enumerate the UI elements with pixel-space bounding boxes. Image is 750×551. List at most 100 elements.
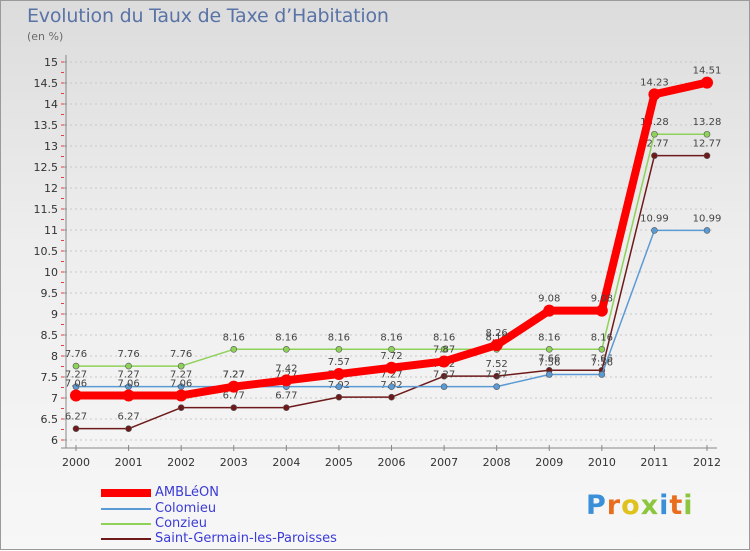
- data-point: [280, 374, 293, 387]
- legend-swatch-colomieu: [101, 508, 151, 510]
- data-point: [227, 380, 240, 393]
- data-label: 12.77: [640, 139, 669, 150]
- data-label: 8.16: [486, 332, 508, 343]
- data-point: [125, 362, 132, 370]
- data-label: 7.76: [65, 349, 87, 360]
- data-label: 7.06: [117, 378, 139, 389]
- data-point: [493, 372, 500, 380]
- data-label: 9.08: [538, 294, 560, 305]
- data-label: 10.99: [693, 213, 722, 224]
- legend-item-colomieu: Colomieu: [101, 501, 421, 517]
- data-point: [438, 355, 451, 368]
- data-point: [332, 368, 345, 381]
- legend-item-ambleon: AMBLéON: [101, 485, 421, 501]
- data-point: [651, 130, 658, 138]
- data-label: 7.27: [65, 370, 87, 381]
- x-tick-label: 2005: [325, 456, 353, 469]
- data-label: 10.99: [640, 213, 669, 224]
- data-label: 7.06: [170, 378, 192, 389]
- proxiti-logo: Proxiti: [586, 490, 694, 521]
- data-label: 7.76: [170, 349, 192, 360]
- x-tick-label: 2001: [115, 456, 143, 469]
- data-point: [388, 393, 395, 401]
- data-label: 7.27: [223, 370, 245, 381]
- y-tick-label: 11.5: [34, 203, 59, 216]
- data-point: [283, 404, 290, 411]
- data-label: 8.16: [223, 332, 245, 343]
- data-label: 7.57: [328, 357, 350, 368]
- chart-title: Evolution du Taux de Taxe d’Habitation: [27, 5, 389, 27]
- legend-item-conzieu: Conzieu: [101, 516, 421, 532]
- data-label: 7.66: [538, 353, 560, 364]
- y-tick-label: 13.5: [34, 119, 59, 132]
- data-point: [545, 371, 553, 378]
- data-point: [335, 393, 343, 401]
- data-label: 7.87: [433, 344, 455, 355]
- legend-swatch-saint-germain: [101, 538, 151, 540]
- data-label: 7.56: [591, 357, 613, 368]
- data-point: [177, 362, 185, 370]
- data-point: [703, 130, 711, 138]
- data-point: [703, 152, 711, 159]
- y-tick-label: 7.5: [41, 371, 59, 384]
- legend-label-saint-germain: Saint-Germain-les-Paroisses: [155, 531, 337, 546]
- data-label: 8.16: [433, 332, 455, 343]
- data-point: [440, 383, 448, 390]
- data-point: [490, 339, 503, 352]
- data-label: 7.27: [486, 370, 508, 381]
- data-label: 9.08: [591, 294, 613, 305]
- data-point: [177, 404, 185, 411]
- data-label: 8.16: [538, 332, 560, 343]
- logo-letter: i: [683, 490, 694, 521]
- logo-letter: P: [586, 490, 607, 521]
- legend-item-saint-germain: Saint-Germain-les-Paroisses: [101, 531, 421, 547]
- data-point: [388, 345, 395, 353]
- data-point: [335, 345, 343, 353]
- data-point: [648, 88, 661, 101]
- data-label: 8.26: [486, 328, 508, 339]
- x-tick-label: 2012: [693, 456, 721, 469]
- x-tick-label: 2011: [640, 456, 668, 469]
- data-point: [72, 425, 80, 432]
- x-tick-label: 2002: [167, 456, 195, 469]
- data-label: 7.06: [65, 378, 87, 389]
- legend-label-conzieu: Conzieu: [155, 516, 207, 531]
- y-tick-label: 8: [51, 350, 58, 363]
- data-label: 7.27: [433, 370, 455, 381]
- data-label: 7.42: [275, 363, 297, 374]
- y-tick-label: 14.5: [34, 77, 59, 90]
- data-point: [595, 304, 608, 317]
- data-label: 8.16: [275, 332, 297, 343]
- y-tick-label: 12: [44, 182, 58, 195]
- data-point: [175, 389, 188, 402]
- y-tick-label: 9: [51, 308, 58, 321]
- data-label: 8.16: [380, 332, 402, 343]
- y-tick-label: 14: [44, 98, 58, 111]
- legend-label-colomieu: Colomieu: [155, 501, 217, 516]
- data-label: 12.77: [693, 139, 722, 150]
- data-label: 14.23: [640, 77, 669, 88]
- data-point: [703, 227, 711, 234]
- data-point: [651, 152, 658, 159]
- legend-swatch-ambleon: [101, 489, 151, 497]
- y-tick-label: 10: [44, 266, 58, 279]
- data-label: 6.27: [65, 412, 87, 423]
- data-point: [335, 383, 343, 390]
- data-label: 7.56: [538, 357, 560, 368]
- y-tick-label: 6: [51, 434, 58, 447]
- data-point: [493, 383, 500, 390]
- x-tick-label: 2007: [430, 456, 458, 469]
- data-point: [651, 227, 658, 234]
- data-point: [598, 371, 606, 378]
- data-point: [543, 304, 556, 317]
- data-point: [70, 389, 82, 402]
- data-label: 14.51: [693, 66, 722, 77]
- y-tick-label: 11: [44, 224, 58, 237]
- data-label: 13.28: [640, 117, 669, 128]
- y-tick-label: 6.5: [41, 413, 59, 426]
- legend-label-ambleon: AMBLéON: [155, 485, 219, 500]
- y-tick-label: 8.5: [41, 329, 59, 342]
- unit-label: (en %): [27, 30, 64, 43]
- data-point: [72, 362, 80, 370]
